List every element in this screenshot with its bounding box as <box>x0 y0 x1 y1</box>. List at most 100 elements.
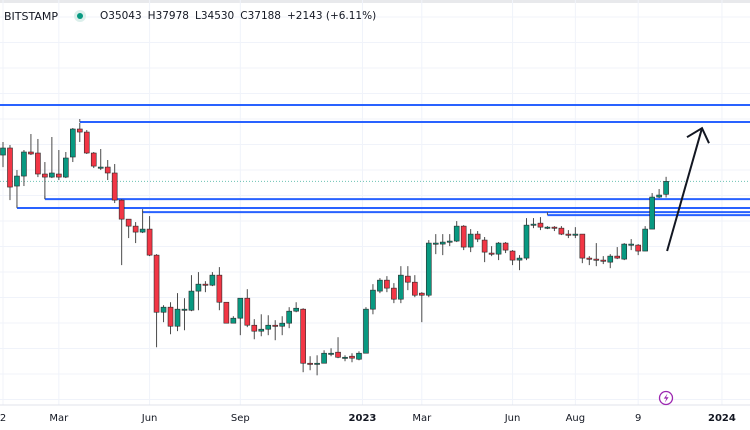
candle-down[interactable] <box>118 199 125 220</box>
candle-down[interactable] <box>586 257 593 260</box>
candle-down[interactable] <box>56 173 62 178</box>
candle-down[interactable] <box>502 242 509 251</box>
trend-arrow-line[interactable] <box>666 127 703 252</box>
lightning-event-icon[interactable] <box>658 390 674 406</box>
candle-up[interactable] <box>265 324 272 330</box>
candle-up[interactable] <box>523 224 530 259</box>
candle-up[interactable] <box>439 241 446 245</box>
candle-down[interactable] <box>202 283 209 286</box>
candle-down[interactable] <box>614 255 621 259</box>
candle-down[interactable] <box>167 306 174 327</box>
candle-down[interactable] <box>551 226 558 229</box>
candle-up[interactable] <box>286 310 292 324</box>
candle-up[interactable] <box>425 242 432 296</box>
candle-up[interactable] <box>656 194 662 198</box>
candle-up[interactable] <box>530 223 537 226</box>
candle-down[interactable] <box>300 308 306 364</box>
candle-up[interactable] <box>621 243 628 260</box>
candle-down[interactable] <box>412 281 418 296</box>
candle-up[interactable] <box>160 306 167 313</box>
candle-up[interactable] <box>258 328 265 332</box>
candle-up[interactable] <box>49 172 55 178</box>
candle-up[interactable] <box>363 308 369 354</box>
candle-up[interactable] <box>356 352 362 360</box>
candle-up[interactable] <box>139 228 146 233</box>
candle-down[interactable] <box>35 152 41 175</box>
candle-down[interactable] <box>83 131 90 154</box>
candle-up[interactable] <box>293 307 299 312</box>
candle-down[interactable] <box>111 172 118 201</box>
candle-up[interactable] <box>495 242 502 255</box>
candle-down[interactable] <box>28 151 34 155</box>
candle-down[interactable] <box>635 244 641 252</box>
candle-up[interactable] <box>628 243 635 246</box>
candle-up[interactable] <box>188 290 195 311</box>
candle-up[interactable] <box>328 352 334 355</box>
candle-down[interactable] <box>579 233 586 259</box>
candle-down[interactable] <box>132 225 139 233</box>
candle-up[interactable] <box>321 352 327 364</box>
candle-down[interactable] <box>251 324 258 332</box>
candle-down[interactable] <box>335 351 341 358</box>
candle-down[interactable] <box>474 233 481 240</box>
candle-up[interactable] <box>516 257 523 261</box>
market-open-status-icon[interactable] <box>74 10 86 22</box>
candle-up[interactable] <box>446 240 453 243</box>
candle-up[interactable] <box>467 233 474 248</box>
candle-down[interactable] <box>76 128 83 133</box>
candle-up[interactable] <box>63 157 69 178</box>
candle-down[interactable] <box>90 152 97 167</box>
candle-up[interactable] <box>21 151 27 177</box>
candle-up[interactable] <box>0 147 6 156</box>
candle-up[interactable] <box>642 228 648 252</box>
candle-down[interactable] <box>391 287 397 300</box>
candle-down[interactable] <box>488 252 495 255</box>
candle-down[interactable] <box>349 355 355 359</box>
candle-up[interactable] <box>398 274 404 300</box>
candle-up[interactable] <box>195 283 202 292</box>
candle-down[interactable] <box>244 297 251 326</box>
candle-up[interactable] <box>237 297 244 319</box>
candle-down[interactable] <box>125 218 132 227</box>
candle-up[interactable] <box>174 308 181 327</box>
candle-up[interactable] <box>209 274 216 286</box>
candle-up[interactable] <box>97 166 104 169</box>
candle-down[interactable] <box>537 222 544 228</box>
candle-up[interactable] <box>649 196 655 230</box>
candle-down[interactable] <box>272 324 279 327</box>
candle-up[interactable] <box>377 279 383 292</box>
candle-up[interactable] <box>572 233 579 236</box>
candle-down[interactable] <box>216 274 223 303</box>
candle-down[interactable] <box>600 259 607 262</box>
candle-down[interactable] <box>418 292 425 296</box>
candle-down[interactable] <box>460 225 467 248</box>
candle-up[interactable] <box>432 242 439 245</box>
candle-up[interactable] <box>70 128 76 158</box>
candle-up[interactable] <box>181 308 188 311</box>
candle-up[interactable] <box>14 175 20 187</box>
candle-down[interactable] <box>558 227 565 235</box>
candle-down[interactable] <box>307 362 313 365</box>
candle-up[interactable] <box>607 255 614 263</box>
candle-up[interactable] <box>544 226 551 229</box>
candle-down[interactable] <box>104 166 111 174</box>
candle-up[interactable] <box>314 362 320 365</box>
candle-down[interactable] <box>7 147 13 188</box>
candle-up[interactable] <box>370 289 376 310</box>
candle-down[interactable] <box>384 279 390 289</box>
candle-down[interactable] <box>153 254 160 313</box>
candle-down[interactable] <box>509 250 516 261</box>
candle-down[interactable] <box>565 233 572 236</box>
candle-down[interactable] <box>146 228 153 256</box>
candle-up[interactable] <box>230 317 237 324</box>
candle-up[interactable] <box>279 322 286 327</box>
symbol-exchange[interactable]: · BITSTAMP <box>0 9 58 23</box>
candle-down[interactable] <box>42 173 48 178</box>
candle-up[interactable] <box>342 356 348 359</box>
candle-down[interactable] <box>593 258 600 261</box>
candle-down[interactable] <box>405 275 411 283</box>
candle-down[interactable] <box>223 301 230 324</box>
candle-down[interactable] <box>481 239 488 253</box>
candle-up[interactable] <box>453 225 460 242</box>
